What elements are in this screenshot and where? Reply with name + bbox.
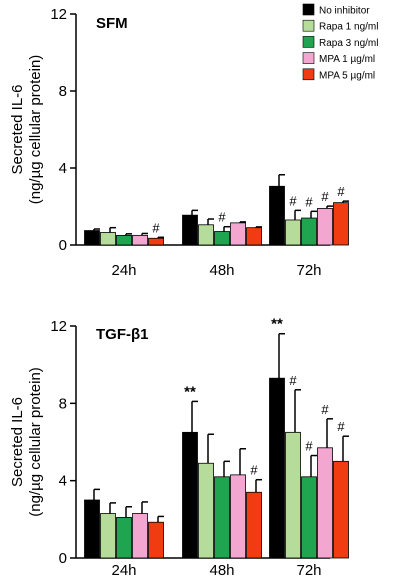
bar: [182, 431, 198, 559]
bar: [132, 234, 148, 246]
bar: [198, 224, 214, 246]
significance-star: **: [184, 383, 196, 400]
panel-title: SFM: [96, 15, 128, 32]
significance-hash: #: [152, 220, 160, 235]
legend-label: No inhibitor: [319, 6, 370, 17]
significance-hash: #: [321, 189, 329, 204]
legend-swatch: [302, 36, 315, 48]
y-axis-label: Secreted IL-6: [9, 397, 26, 487]
legend-swatch: [302, 68, 315, 81]
significance-hash: #: [321, 402, 329, 417]
bar: [246, 227, 262, 246]
bar: [301, 217, 317, 246]
bar: [285, 219, 301, 246]
y-tick-label: 8: [59, 395, 67, 412]
bar: [214, 476, 230, 559]
bar: [333, 202, 349, 246]
legend-label: Rapa 3 ng/ml: [319, 38, 378, 49]
significance-hash: #: [218, 210, 226, 225]
y-axis-label-units: (ng/µg cellular protein): [27, 55, 44, 205]
significance-hash: #: [305, 439, 313, 454]
bar: [301, 476, 317, 559]
bar: [84, 499, 100, 559]
bar: [100, 232, 116, 246]
significance-hash: #: [337, 184, 345, 199]
bar: [100, 513, 116, 559]
category-label: 72h: [296, 262, 321, 279]
bar: [333, 460, 349, 559]
y-tick-label: 12: [50, 318, 67, 335]
significance-hash: #: [250, 463, 258, 478]
legend-label: MPA 1 µg/ml: [319, 54, 375, 65]
significance-hash: #: [337, 419, 345, 434]
bar: [84, 230, 100, 246]
y-tick-label: 4: [59, 473, 67, 490]
bar: [317, 208, 333, 246]
legend-label: Rapa 1 ng/ml: [319, 22, 378, 33]
bar: [285, 431, 301, 559]
bar: [214, 231, 230, 246]
category-label: 48h: [209, 262, 234, 279]
category-label: 24h: [111, 262, 136, 279]
y-tick-label: 4: [59, 160, 67, 177]
y-tick-label: 8: [59, 83, 67, 100]
bar: [246, 491, 262, 559]
category-label: 24h: [111, 562, 136, 579]
bar: [269, 377, 285, 559]
panel-title: TGF-β1: [96, 326, 149, 343]
significance-hash: #: [289, 373, 297, 388]
category-label: 48h: [209, 562, 234, 579]
legend-swatch: [302, 52, 315, 64]
bar: [269, 185, 285, 246]
y-tick-label: 0: [59, 237, 67, 254]
bar: [230, 222, 246, 246]
bar: [317, 447, 333, 559]
bar: [116, 517, 132, 559]
legend-label: MPA 5 µg/ml: [319, 70, 375, 81]
bar: [182, 214, 198, 246]
y-tick-label: 12: [50, 6, 67, 23]
significance-star: **: [271, 316, 283, 333]
y-tick-label: 0: [59, 550, 67, 567]
bar: [148, 237, 164, 246]
legend-swatch: [302, 19, 315, 32]
category-label: 72h: [296, 562, 321, 579]
legend-swatch: [302, 3, 315, 16]
bar: [132, 513, 148, 559]
significance-hash: #: [305, 194, 313, 209]
bar: [148, 521, 164, 559]
y-axis-label-units: (ng/µg cellular protein): [27, 367, 44, 517]
significance-hash: #: [289, 193, 297, 208]
bar: [198, 462, 214, 559]
y-axis-label: Secreted IL-6: [9, 84, 26, 174]
bar: [230, 474, 246, 559]
bar: [116, 234, 132, 246]
